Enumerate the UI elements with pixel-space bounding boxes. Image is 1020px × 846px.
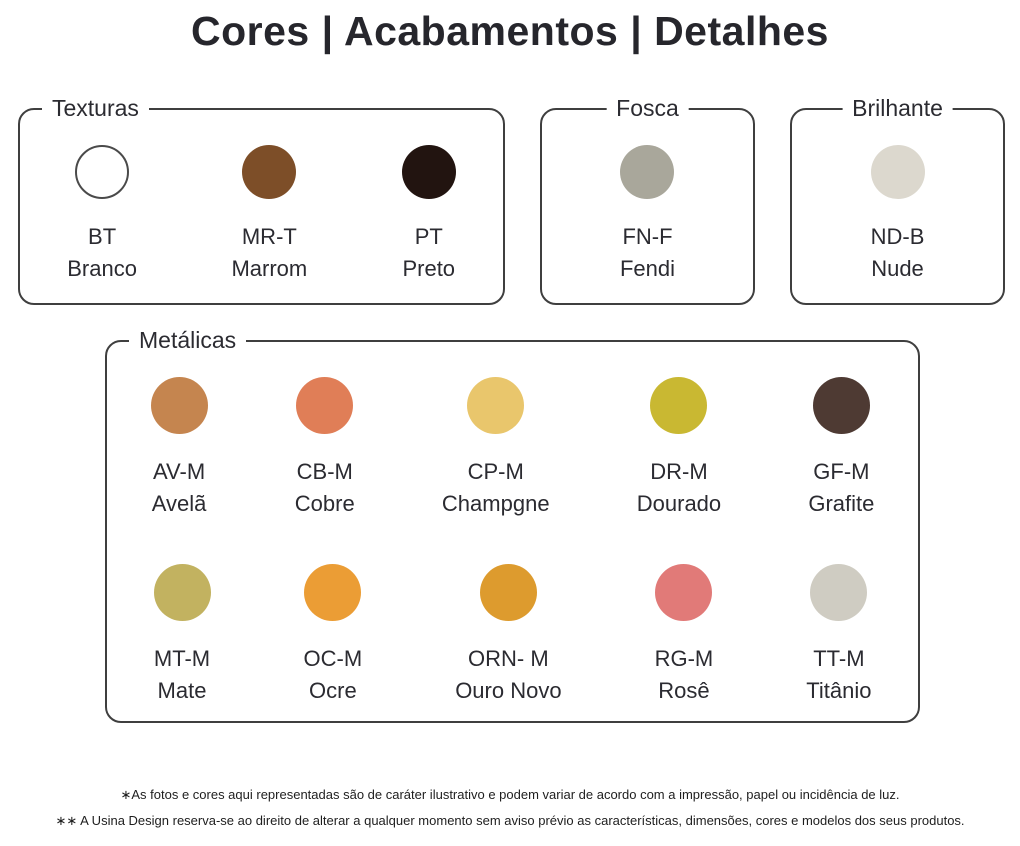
swatch-code: BT [88,224,117,249]
color-swatch-avm [150,377,208,434]
swatch-code: ND-B [870,224,925,249]
swatch-name: Champgne [441,491,550,516]
swatch-cell-pt: PT Preto [401,145,456,285]
swatch-cell-rgm: RG-M Rosê [654,564,714,707]
color-swatch-mtm [153,564,211,621]
swatch-code: CP-M [467,459,524,484]
footnote-line-2: ∗∗ A Usina Design reserva-se ao direito … [55,813,965,828]
swatch-cell-gfm: GF-M Grafite [808,377,874,520]
panel-brilhante-label: Brilhante [842,95,953,122]
swatch-name: Fendi [619,256,676,281]
color-swatch-cbm [296,377,354,434]
swatch-name: Branco [67,256,137,281]
swatch-code: DR-M [650,459,708,484]
swatch-code: MT-M [153,646,211,671]
brilhante-swatch-row: ND-B Nude [792,110,1003,285]
swatch-cell-mrt: MR-T Marrom [231,145,307,285]
swatch-cell-ndb: ND-B Nude [870,145,925,285]
color-swatch-ndb [870,145,925,199]
swatch-name: Marrom [231,256,308,281]
panel-texturas: Texturas BT Branco MR-T Marrom PT Preto [18,95,505,305]
panel-texturas-label: Texturas [42,95,149,122]
footnote-line-1: ∗As fotos e cores aqui representadas são… [120,787,900,802]
swatch-code: TT-M [813,646,865,671]
color-swatch-gfm [812,377,870,434]
swatch-name: Mate [157,678,207,703]
color-swatch-drm [650,377,708,434]
color-swatch-pt [401,145,456,199]
swatch-code: ORN- M [468,646,549,671]
footnotes: ∗As fotos e cores aqui representadas são… [0,782,1020,834]
fosca-swatch-row: FN-F Fendi [542,110,753,285]
color-swatch-cpm [467,377,525,434]
swatch-cell-bt: BT Branco [67,145,137,285]
color-swatch-fnf [620,145,675,199]
page-title: Cores | Acabamentos | Detalhes [191,8,829,54]
swatch-name: Cobre [294,491,355,516]
texturas-swatch-row: BT Branco MR-T Marrom PT Preto [20,110,503,285]
swatch-name: Ocre [309,678,357,703]
swatch-code: MR-T [241,224,297,249]
swatch-cell-drm: DR-M Dourado [637,377,721,520]
color-swatch-ornm [479,564,537,621]
metalicas-swatch-row-2: MT-M Mate OC-M Ocre ORN- M Ouro Novo RG-… [107,520,918,707]
color-swatch-rgm [655,564,713,621]
metalicas-swatch-row-1: AV-M Avelã CB-M Cobre CP-M Champgne DR-M… [107,342,918,520]
color-swatch-ttm [810,564,868,621]
swatch-code: PT [414,224,443,249]
swatch-cell-ornm: ORN- M Ouro Novo [455,564,562,707]
swatch-cell-ocm: OC-M Ocre [303,564,363,707]
swatch-name: Nude [871,256,924,281]
swatch-cell-cpm: CP-M Champgne [442,377,550,520]
panel-brilhante: Brilhante ND-B Nude [790,95,1005,305]
panel-fosca-label: Fosca [606,95,689,122]
panel-metalicas: Metálicas AV-M Avelã CB-M Cobre CP-M Cha… [105,327,920,723]
swatch-name: Dourado [636,491,722,516]
color-swatch-ocm [304,564,362,621]
swatch-code: GF-M [813,459,870,484]
swatch-cell-cbm: CB-M Cobre [295,377,355,520]
panel-metalicas-label: Metálicas [129,327,247,354]
swatch-cell-fnf: FN-F Fendi [620,145,675,285]
swatch-name: Preto [402,256,456,281]
swatch-code: CB-M [296,459,353,484]
swatch-name: Avelã [151,491,207,516]
swatch-code: FN-F [622,224,673,249]
swatch-cell-avm: AV-M Avelã [150,377,208,520]
swatch-name: Ouro Novo [455,678,562,703]
swatch-name: Titânio [806,678,872,703]
swatch-cell-mtm: MT-M Mate [153,564,211,707]
swatch-code: RG-M [654,646,714,671]
color-swatch-bt [75,145,130,199]
swatch-name: Rosê [658,678,710,703]
panel-fosca: Fosca FN-F Fendi [540,95,755,305]
swatch-cell-ttm: TT-M Titânio [806,564,871,707]
swatch-code: OC-M [303,646,363,671]
color-swatch-mrt [242,145,297,199]
swatch-code: AV-M [153,459,206,484]
swatch-name: Grafite [808,491,875,516]
